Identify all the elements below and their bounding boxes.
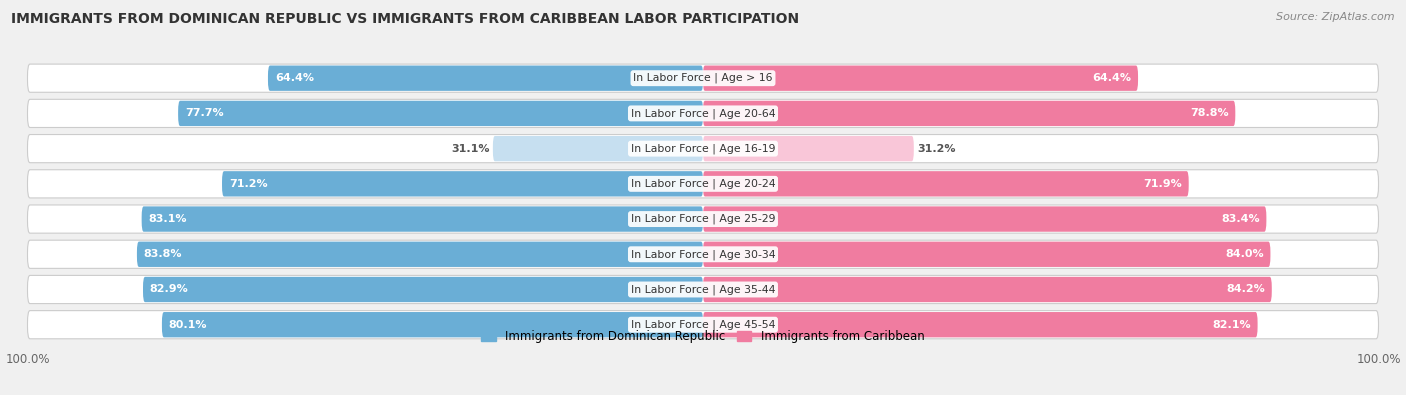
Text: 64.4%: 64.4%	[274, 73, 314, 83]
FancyBboxPatch shape	[703, 242, 1271, 267]
Text: 83.1%: 83.1%	[149, 214, 187, 224]
FancyBboxPatch shape	[162, 312, 703, 337]
Text: In Labor Force | Age > 16: In Labor Force | Age > 16	[633, 73, 773, 83]
FancyBboxPatch shape	[179, 101, 703, 126]
FancyBboxPatch shape	[28, 310, 1378, 339]
FancyBboxPatch shape	[703, 136, 914, 161]
Text: 71.2%: 71.2%	[229, 179, 267, 189]
FancyBboxPatch shape	[222, 171, 703, 197]
Text: 78.8%: 78.8%	[1189, 108, 1229, 118]
FancyBboxPatch shape	[494, 136, 703, 161]
Text: Source: ZipAtlas.com: Source: ZipAtlas.com	[1277, 12, 1395, 22]
Text: 83.4%: 83.4%	[1220, 214, 1260, 224]
Text: 31.2%: 31.2%	[917, 144, 956, 154]
Text: 83.8%: 83.8%	[143, 249, 183, 259]
FancyBboxPatch shape	[28, 170, 1378, 198]
Text: 82.9%: 82.9%	[150, 284, 188, 295]
Text: In Labor Force | Age 30-34: In Labor Force | Age 30-34	[631, 249, 775, 260]
Text: 77.7%: 77.7%	[186, 108, 224, 118]
FancyBboxPatch shape	[28, 64, 1378, 92]
FancyBboxPatch shape	[28, 205, 1378, 233]
Text: In Labor Force | Age 25-29: In Labor Force | Age 25-29	[631, 214, 775, 224]
Text: IMMIGRANTS FROM DOMINICAN REPUBLIC VS IMMIGRANTS FROM CARIBBEAN LABOR PARTICIPAT: IMMIGRANTS FROM DOMINICAN REPUBLIC VS IM…	[11, 12, 800, 26]
FancyBboxPatch shape	[28, 99, 1378, 128]
FancyBboxPatch shape	[143, 277, 703, 302]
Text: 80.1%: 80.1%	[169, 320, 207, 330]
Text: 71.9%: 71.9%	[1143, 179, 1182, 189]
Legend: Immigrants from Dominican Republic, Immigrants from Caribbean: Immigrants from Dominican Republic, Immi…	[477, 325, 929, 348]
Text: 84.2%: 84.2%	[1226, 284, 1265, 295]
FancyBboxPatch shape	[703, 101, 1236, 126]
Text: In Labor Force | Age 20-64: In Labor Force | Age 20-64	[631, 108, 775, 118]
Text: In Labor Force | Age 16-19: In Labor Force | Age 16-19	[631, 143, 775, 154]
FancyBboxPatch shape	[703, 66, 1137, 91]
FancyBboxPatch shape	[703, 312, 1257, 337]
FancyBboxPatch shape	[28, 135, 1378, 163]
FancyBboxPatch shape	[703, 171, 1188, 197]
Text: In Labor Force | Age 45-54: In Labor Force | Age 45-54	[631, 320, 775, 330]
Text: In Labor Force | Age 35-44: In Labor Force | Age 35-44	[631, 284, 775, 295]
Text: 84.0%: 84.0%	[1225, 249, 1264, 259]
FancyBboxPatch shape	[269, 66, 703, 91]
FancyBboxPatch shape	[703, 277, 1272, 302]
Text: In Labor Force | Age 20-24: In Labor Force | Age 20-24	[631, 179, 775, 189]
FancyBboxPatch shape	[28, 275, 1378, 304]
Text: 82.1%: 82.1%	[1212, 320, 1251, 330]
FancyBboxPatch shape	[703, 206, 1267, 232]
FancyBboxPatch shape	[142, 206, 703, 232]
Text: 64.4%: 64.4%	[1092, 73, 1132, 83]
FancyBboxPatch shape	[28, 240, 1378, 268]
Text: 31.1%: 31.1%	[451, 144, 489, 154]
FancyBboxPatch shape	[136, 242, 703, 267]
